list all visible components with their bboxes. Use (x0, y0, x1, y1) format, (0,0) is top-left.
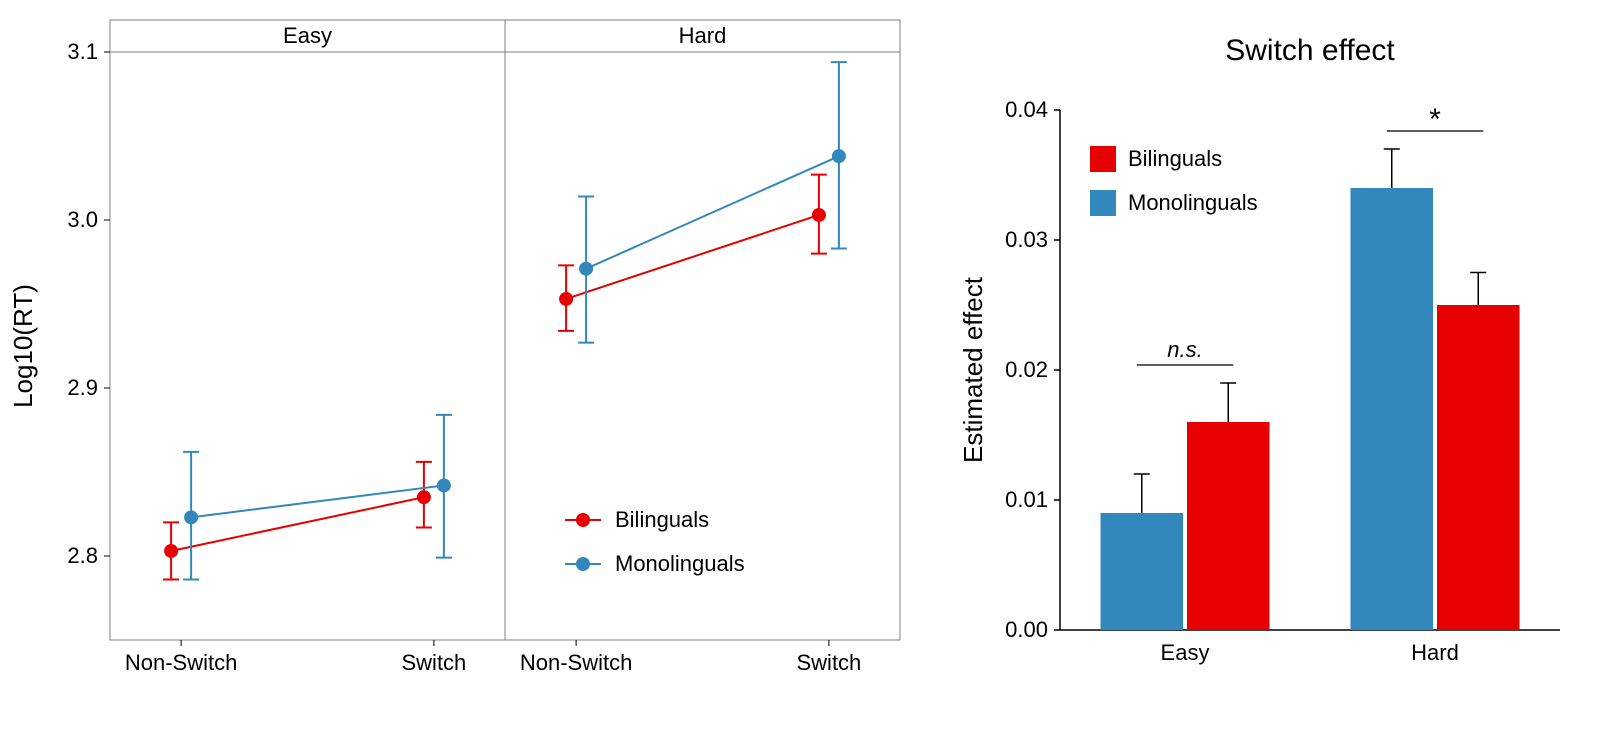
y-tick-label: 0.00 (1005, 617, 1048, 642)
facet-label: Easy (283, 23, 332, 48)
data-point (164, 544, 178, 558)
x-tick-label: Non-Switch (125, 650, 237, 675)
data-point (812, 208, 826, 222)
y-tick-label: 3.0 (67, 207, 98, 232)
sig-label: n.s. (1167, 337, 1202, 362)
y-axis-title: Log10(RT) (8, 284, 38, 408)
facet-label: Hard (679, 23, 727, 48)
y-tick-label: 0.01 (1005, 487, 1048, 512)
legend-label: Bilinguals (1128, 146, 1222, 171)
series-line (566, 215, 819, 299)
data-point (559, 292, 573, 306)
legend-label: Bilinguals (615, 507, 709, 532)
data-point (579, 262, 593, 276)
x-tick-label: Non-Switch (520, 650, 632, 675)
y-tick-label: 0.03 (1005, 227, 1048, 252)
sig-label: * (1429, 103, 1441, 136)
y-tick-label: 0.04 (1005, 97, 1048, 122)
y-tick-label: 3.1 (67, 39, 98, 64)
x-tick-label: Easy (1161, 640, 1210, 665)
x-tick-label: Switch (797, 650, 862, 675)
legend-marker (576, 513, 590, 527)
chart-title: Switch effect (1225, 34, 1395, 67)
legend-label: Monolinguals (615, 551, 745, 576)
legend-marker (576, 557, 590, 571)
legend-swatch (1090, 190, 1116, 216)
y-tick-label: 0.02 (1005, 357, 1048, 382)
bar (1187, 422, 1270, 630)
figure: Easy Hard 2.8 2.9 3.0 3.1 Log10(RT) Non-Switch S… (0, 0, 1603, 736)
y-tick-label: 2.8 (67, 543, 98, 568)
y-axis-title: Estimated effect (958, 276, 988, 463)
legend-label: Monolinguals (1128, 190, 1258, 215)
bar (1437, 305, 1520, 630)
y-tick-label: 2.9 (67, 375, 98, 400)
data-point (437, 478, 451, 492)
series-line (171, 497, 424, 551)
x-tick-label: Hard (1411, 640, 1459, 665)
legend-swatch (1090, 146, 1116, 172)
series-line (586, 156, 839, 269)
x-tick-label: Switch (402, 650, 467, 675)
data-point (184, 510, 198, 524)
bar (1351, 188, 1434, 630)
data-point (417, 490, 431, 504)
data-point (832, 149, 846, 163)
bar (1101, 513, 1184, 630)
